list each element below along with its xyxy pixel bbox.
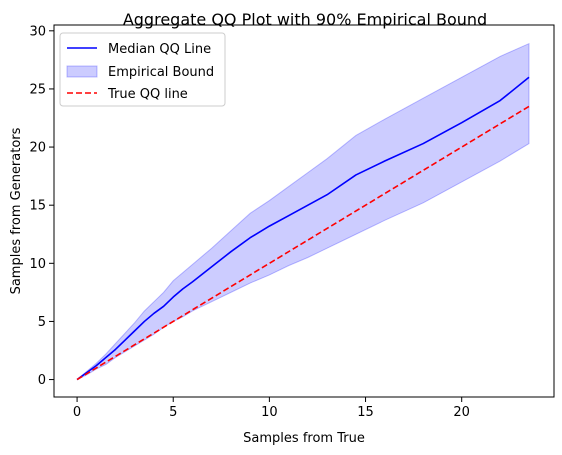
x-tick-label: 10	[261, 405, 278, 420]
legend: Median QQ Line Empirical Bound True QQ l…	[59, 32, 226, 107]
legend-label-true: True QQ line	[107, 87, 188, 102]
axes-frame	[53, 24, 555, 398]
y-axis-label: Samples from Generators	[9, 127, 24, 294]
chart-title: Aggregate QQ Plot with 90% Empirical Bou…	[123, 10, 487, 29]
legend-swatch-bound	[66, 65, 98, 78]
y-tick-label: 30	[29, 24, 46, 39]
y-tick-label: 5	[38, 315, 46, 330]
y-tick-label: 25	[29, 82, 46, 97]
x-axis-label: Samples from True	[243, 431, 365, 446]
legend-label-median: Median QQ Line	[108, 42, 211, 57]
y-tick-label: 15	[29, 199, 46, 214]
x-tick-label: 20	[453, 405, 470, 420]
y-axis: 0 5 10 15 20 25 30	[29, 24, 54, 388]
x-tick-label: 0	[73, 405, 81, 420]
plot-area	[76, 42, 530, 381]
legend-label-bound: Empirical Bound	[108, 65, 214, 80]
y-tick-label: 10	[29, 257, 46, 272]
y-tick-label: 20	[29, 141, 46, 156]
x-tick-label: 5	[169, 405, 177, 420]
x-axis: 0 5 10 15 20	[73, 397, 470, 420]
legend-box	[59, 32, 226, 107]
true-qq-line	[76, 105, 530, 381]
x-tick-label: 15	[357, 405, 374, 420]
y-tick-label: 0	[38, 373, 46, 388]
median-qq-line	[76, 76, 530, 381]
